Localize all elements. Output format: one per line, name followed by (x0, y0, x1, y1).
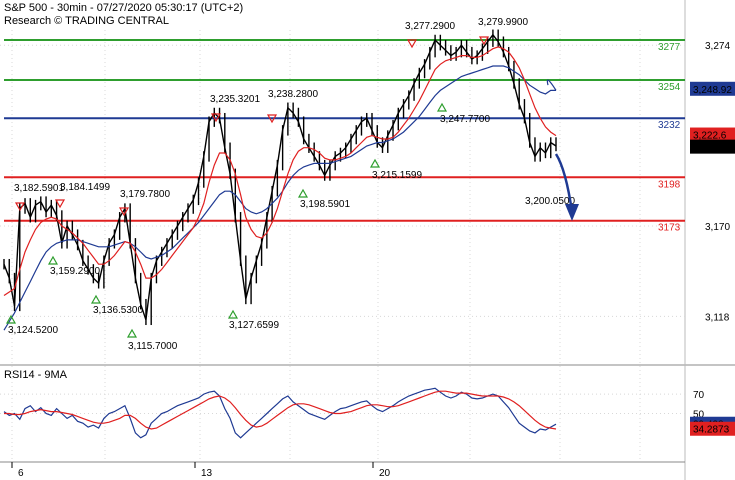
ma-blue-line (3, 65, 556, 331)
swing-high-marker (54, 199, 66, 209)
rsi-ma-line (4, 390, 557, 430)
forecast-arrow (554, 153, 579, 221)
rsi-label: RSI14 - 9MA (4, 369, 68, 381)
level-label-3173: 3173 (658, 223, 681, 234)
support-resistance-levels: 3277 3254 3232 3198 3173 (4, 38, 685, 234)
annotation-label-high: 3,238.2800 (268, 89, 318, 100)
x-tick-label: 6 (18, 468, 24, 479)
annotation-label-high: 3,277.2900 (405, 21, 455, 32)
annotation-label-low: 3,127.6599 (229, 320, 279, 331)
annotation-label-low: 3,215.1599 (372, 170, 422, 181)
price-tick-label: 3,118 (705, 312, 730, 323)
rsi-badge (690, 421, 735, 436)
ma-blue-extension (546, 79, 557, 91)
annotation-label-high: 3,182.5901 (14, 183, 64, 194)
grid-lines (0, 30, 685, 462)
chart-subtitle: Research © TRADING CENTRAL (4, 15, 169, 27)
ma-red-line (3, 46, 557, 297)
level-label-3254: 3254 (658, 82, 681, 93)
price-tick-label: 3,170 (705, 222, 730, 233)
swing-high-marker (478, 36, 490, 46)
swing-low-marker (47, 255, 59, 265)
price-badge-label: 3,215.63 (693, 143, 732, 154)
swing-low-marker (436, 102, 448, 112)
swing-low-marker (5, 314, 17, 324)
chart-title: S&P 500 - 30min - 07/27/2020 05:30:17 (U… (4, 2, 243, 14)
price-badge-label: 3,248.92 (693, 85, 732, 96)
annotation-label-high: 3,179.7800 (120, 189, 170, 200)
annotation-label-high: 3,235.3201 (210, 94, 260, 105)
level-label-3198: 3198 (658, 179, 681, 190)
price-badge (690, 127, 735, 142)
price-badge (690, 81, 735, 96)
rsi-badge-label: 34.2873 (693, 425, 730, 436)
annotation-label-low: 3,136.5300 (93, 305, 143, 316)
annotation-label-low: 3,159.2900 (50, 266, 100, 277)
swing-high-marker (210, 113, 222, 123)
x-tick-label: 20 (379, 468, 391, 479)
swing-high-marker (406, 39, 418, 49)
price-close-line (3, 33, 557, 321)
annotation-label-low: 3,115.7000 (128, 341, 178, 352)
swing-high-marker (118, 207, 130, 217)
rsi-tick-label: 50 (693, 410, 705, 421)
annotation-label-high: 3,184.1499 (60, 182, 110, 193)
price-badge-label: 3,222.6 (693, 131, 727, 142)
rsi-series (3, 387, 557, 439)
price-badge (690, 139, 735, 154)
level-label-3277: 3277 (658, 42, 681, 53)
price-tick-label: 3,274 (705, 41, 730, 52)
swing-low-marker (297, 188, 309, 198)
annotation-label-low: 3,198.5901 (300, 199, 350, 210)
x-tick-label: 13 (201, 468, 213, 479)
annotation-label-target: 3,200.0500 (525, 196, 575, 207)
swing-low-marker (126, 328, 138, 338)
annotation-label-low: 3,247.7700 (440, 114, 490, 125)
swing-high-marker (266, 114, 278, 124)
swing-low-marker (369, 158, 381, 168)
rsi-tick-label: 70 (693, 390, 705, 401)
swing-low-marker (90, 294, 102, 304)
price-panel (0, 0, 735, 365)
price-series (3, 29, 557, 331)
swing-high-marker (14, 202, 26, 212)
annotation-label-high: 3,279.9900 (478, 17, 528, 28)
annotation-label-low: 3,124.5200 (8, 325, 58, 336)
level-label-3232: 3232 (658, 120, 681, 131)
annotations: 3,277.2900 3,279.9900 3,235.3201 3,238.2800… (5, 17, 575, 352)
swing-low-marker (227, 309, 239, 319)
axes: 3,274 3,170 3,118 3,248.92 3,222.63,215.63 70… (11, 41, 735, 479)
